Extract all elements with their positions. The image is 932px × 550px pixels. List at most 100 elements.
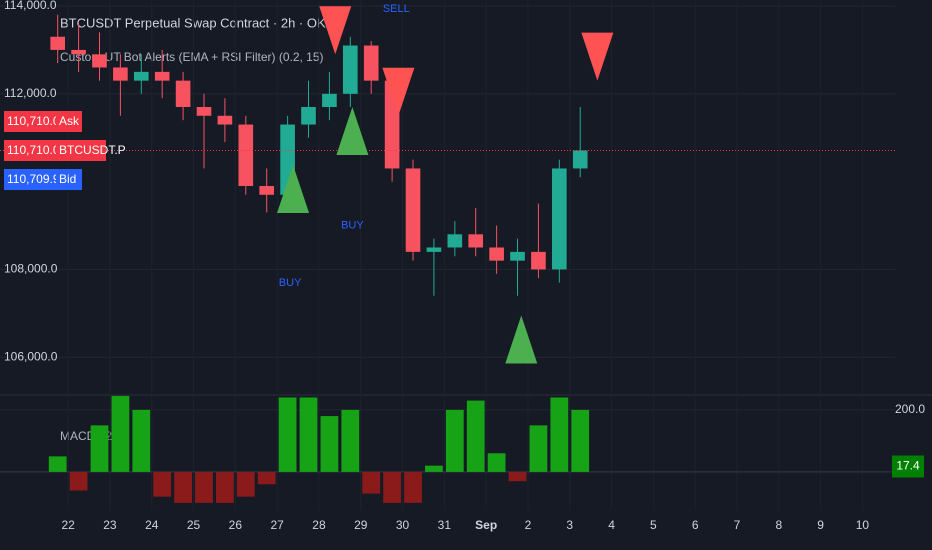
histogram-bar — [571, 409, 590, 472]
histogram-bar — [153, 471, 172, 497]
price-box — [4, 169, 56, 190]
candle-body — [92, 54, 107, 68]
candle-body — [510, 251, 525, 261]
signal-label: BUY — [341, 219, 364, 231]
sell-signal — [382, 67, 415, 116]
histogram-bar — [111, 395, 130, 472]
x-tick-label: 22 — [61, 518, 75, 532]
price-label: 110,710.0 — [7, 143, 60, 157]
x-tick-label: Sep — [475, 518, 497, 532]
x-tick-label: 28 — [312, 518, 326, 532]
tag-box — [56, 169, 82, 190]
histogram-bar — [278, 397, 297, 472]
buy-signal — [336, 106, 369, 155]
x-tick-label: 25 — [187, 518, 201, 532]
y-tick-label: 200.0 — [895, 402, 925, 416]
histogram-bar — [216, 471, 234, 503]
candle-body — [113, 67, 128, 81]
y-tick-label: 112,000.0 — [4, 86, 57, 100]
tag-label: BTCUSDT.P — [59, 143, 126, 157]
candle-body — [301, 106, 316, 125]
price-box — [4, 140, 56, 161]
x-tick-label: 26 — [229, 518, 243, 532]
candle-body — [342, 45, 358, 94]
x-tick-label: 27 — [270, 518, 284, 532]
histogram-bar — [320, 416, 339, 472]
histogram-bar — [487, 453, 506, 472]
histogram-bar — [550, 397, 569, 472]
candle-body — [71, 49, 86, 55]
signal-label: SELL — [383, 3, 410, 15]
tag-box — [56, 111, 82, 132]
candle-body — [468, 234, 484, 248]
histogram-bar — [132, 409, 151, 472]
x-tick-label: 4 — [608, 518, 615, 532]
histogram-bar — [529, 425, 548, 472]
price-label: 110,709.9 — [7, 172, 60, 186]
candle-body — [322, 93, 337, 107]
y-tick-label: 114,000.0 — [4, 0, 57, 12]
y-tick-label: 106,000.0 — [4, 349, 58, 363]
candle-body — [196, 106, 212, 116]
histogram-bar — [195, 471, 213, 503]
sell-signal — [319, 6, 352, 55]
candle-body — [531, 251, 546, 270]
x-tick-label: 30 — [396, 518, 410, 532]
chart-title: BTCUSDT Perpetual Swap Contract · 2h · O… — [60, 15, 335, 30]
histogram-bar — [299, 397, 318, 472]
histogram-bar — [236, 471, 255, 497]
candle-body — [175, 80, 191, 107]
indicator-title: Custom UT Bot Alerts (EMA + RSI Filter) … — [60, 50, 324, 64]
price-box — [4, 111, 56, 132]
x-tick-label: 9 — [817, 518, 824, 532]
histogram-bar — [257, 471, 276, 485]
x-tick-label: 7 — [734, 518, 741, 532]
candle-body — [133, 71, 149, 81]
x-tick-label: 8 — [775, 518, 782, 532]
histogram-bar — [90, 425, 109, 472]
x-tick-label: 29 — [354, 518, 368, 532]
x-tick-label: 6 — [692, 518, 699, 532]
buy-signal — [505, 315, 538, 364]
histogram-bar — [445, 409, 464, 472]
price-label: 110,710.0 — [7, 114, 60, 128]
sell-signal — [581, 32, 614, 81]
tag-label: Bid — [59, 172, 76, 186]
candle-body — [217, 115, 233, 125]
candle-body — [426, 247, 442, 252]
histogram-bar — [362, 471, 381, 494]
x-tick-label: 2 — [525, 518, 532, 532]
buy-signal — [277, 164, 310, 213]
candle-body — [50, 36, 66, 50]
y-tick-label: 108,000.0 — [4, 262, 58, 276]
x-tick-label: 5 — [650, 518, 657, 532]
x-tick-label: 23 — [103, 518, 117, 532]
histogram-bar — [425, 465, 443, 472]
histogram-bar — [508, 471, 527, 482]
histogram-bar — [341, 409, 360, 472]
tag-label: Ask — [59, 114, 80, 128]
histogram-bar — [383, 471, 401, 503]
tag-box — [56, 140, 106, 161]
candle-body — [552, 168, 567, 270]
histogram-bar — [466, 400, 485, 472]
candle-body — [259, 186, 275, 195]
x-tick-label: 3 — [566, 518, 573, 532]
histogram-bar — [48, 456, 67, 472]
candle-body — [489, 247, 504, 261]
histogram-bar — [69, 471, 88, 491]
last-value-box — [892, 455, 924, 478]
signal-label: BUY — [279, 277, 302, 289]
x-tick-label: 10 — [856, 518, 870, 532]
histogram-bar — [174, 471, 192, 503]
candle-body — [405, 168, 421, 252]
x-tick-label: 31 — [438, 518, 452, 532]
histogram-bar — [404, 471, 422, 503]
candle-body — [154, 71, 170, 81]
x-tick-label: 24 — [145, 518, 159, 532]
candle-body — [572, 150, 588, 169]
candle-body — [363, 45, 379, 81]
last-value-label: 17.4 — [896, 459, 920, 473]
